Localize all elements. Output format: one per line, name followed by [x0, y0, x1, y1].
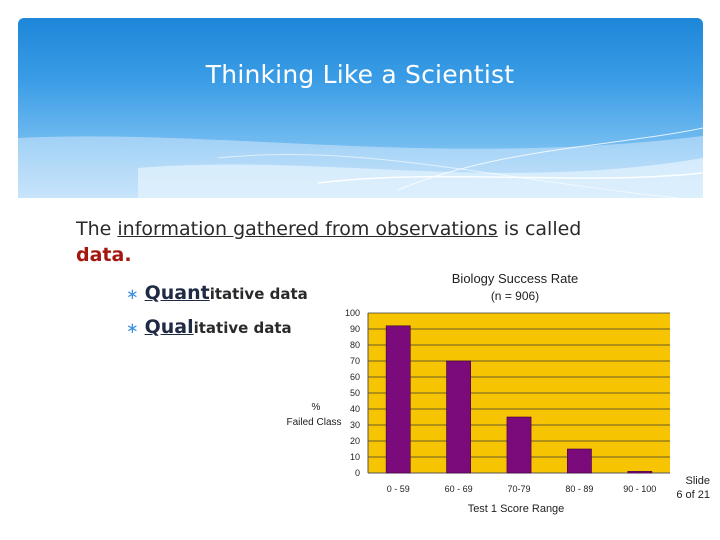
bullet-star-icon: ∗ [126, 285, 139, 303]
intro-suffix: is called [497, 218, 582, 240]
banner-swoosh-decoration [18, 127, 703, 198]
x-tick-label: 60 - 69 [445, 484, 473, 494]
intro-term-data: data. [76, 244, 132, 266]
y-tick-label: 100 [345, 308, 360, 318]
y-tick-label: 40 [350, 404, 360, 414]
chart-title: Biology Success Rate [451, 271, 579, 286]
slide-number-label: Slide [685, 475, 710, 487]
y-tick-label: 10 [350, 452, 360, 462]
bullet-rest-text: itative data [193, 319, 292, 337]
y-axis-label-line1: % [312, 402, 321, 413]
bullet-star-icon: ∗ [126, 319, 139, 337]
x-tick-label: 0 - 59 [387, 484, 410, 494]
bar [506, 416, 532, 474]
y-axis-label-line2: Failed Class [286, 417, 341, 428]
bullet-strong-text: Qual [144, 316, 194, 338]
bar [385, 325, 411, 474]
bullet-strong-text: Quant [144, 282, 210, 304]
y-tick-label: 30 [350, 420, 360, 430]
title-banner [18, 18, 703, 198]
intro-underlined-phrase: information gathered from observations [117, 218, 498, 240]
bullet-qualitative: ∗ Qualitative data [126, 316, 292, 338]
slide-number: Slide 6 of 21 [676, 474, 710, 502]
bullet-quantitative: ∗ Quantitative data [126, 282, 308, 304]
x-tick-label: 90 - 100 [623, 484, 656, 494]
bar [567, 448, 592, 474]
bar [627, 471, 653, 474]
intro-paragraph: The information gathered from observatio… [76, 216, 636, 268]
y-tick-label: 60 [350, 372, 360, 382]
x-tick-label: 70-79 [507, 484, 530, 494]
y-tick-label: 90 [350, 324, 360, 334]
x-tick-label: 80 - 89 [565, 484, 593, 494]
y-tick-label: 50 [350, 388, 360, 398]
intro-prefix: The [76, 218, 118, 240]
y-tick-label: 0 [355, 468, 360, 478]
y-tick-label: 70 [350, 356, 360, 366]
slide-title: Thinking Like a Scientist [205, 60, 515, 89]
chart-subtitle: (n = 906) [490, 289, 540, 303]
slide-number-value: 6 of 21 [676, 489, 710, 501]
bar [446, 360, 471, 474]
y-tick-label: 20 [350, 436, 360, 446]
y-tick-label: 80 [350, 340, 360, 350]
x-axis-label: Test 1 Score Range [468, 503, 565, 515]
bullet-rest-text: itative data [209, 285, 308, 303]
